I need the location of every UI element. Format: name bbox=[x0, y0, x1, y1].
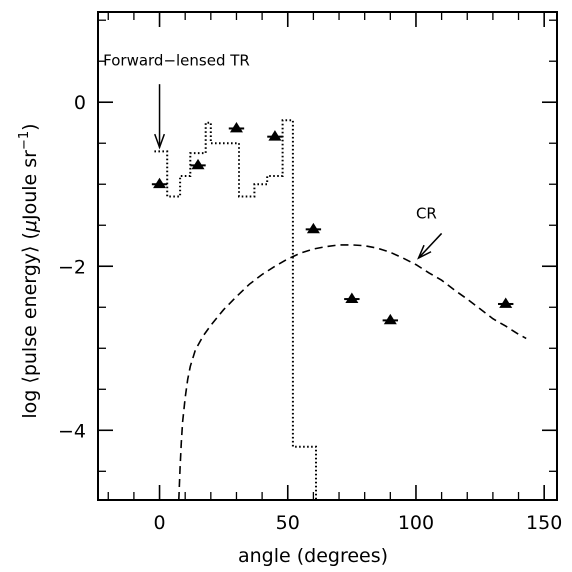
annotations: Forward−lensed TR CR bbox=[103, 51, 443, 260]
data-point-triangle bbox=[229, 121, 243, 133]
y-tick-label: −2 bbox=[58, 256, 86, 278]
y-axis-label-mu: μ bbox=[19, 220, 41, 233]
x-tick-label: 150 bbox=[526, 512, 562, 534]
data-point-triangle bbox=[191, 158, 205, 170]
y-axis-label-suffix: ) bbox=[19, 123, 41, 130]
data-point-triangle bbox=[268, 130, 282, 141]
data-point-triangle bbox=[383, 313, 397, 325]
y-axis-label-unit: Joule sr bbox=[19, 150, 41, 221]
y-axis-label: log ⟨pulse energy⟩ (μJoule sr−1) bbox=[17, 123, 41, 418]
y-tick-label: 0 bbox=[74, 92, 86, 114]
series bbox=[151, 119, 527, 501]
x-axis-label: angle (degrees) bbox=[238, 545, 388, 567]
tick-labels: 0 50 100 150 0 −2 −4 bbox=[58, 92, 562, 534]
data-point-triangle bbox=[499, 297, 513, 308]
x-tick-label: 0 bbox=[153, 512, 165, 534]
y-axis-label-exponent: −1 bbox=[17, 131, 32, 150]
y-tick-label: −4 bbox=[58, 420, 86, 442]
annotation-arrow-head bbox=[417, 244, 432, 260]
cr-dashed-curve bbox=[178, 244, 527, 501]
annotation-forward-lensed-tr: Forward−lensed TR bbox=[103, 51, 250, 69]
annotation-cr: CR bbox=[416, 205, 437, 223]
ticks bbox=[98, 12, 557, 500]
data-point-triangle bbox=[306, 222, 320, 234]
axes bbox=[97, 11, 558, 501]
plot-frame bbox=[97, 11, 558, 501]
data-point-triangle bbox=[345, 292, 359, 303]
x-tick-label: 50 bbox=[276, 512, 300, 534]
x-tick-label: 100 bbox=[398, 512, 434, 534]
annotation-arrow-shaft bbox=[417, 232, 443, 259]
data-point-triangle bbox=[153, 177, 167, 189]
annotation-arrow-head bbox=[154, 133, 166, 150]
tr-step-histogram bbox=[154, 119, 317, 500]
y-axis-label-prefix: log ⟨pulse energy⟩ ( bbox=[19, 232, 41, 419]
